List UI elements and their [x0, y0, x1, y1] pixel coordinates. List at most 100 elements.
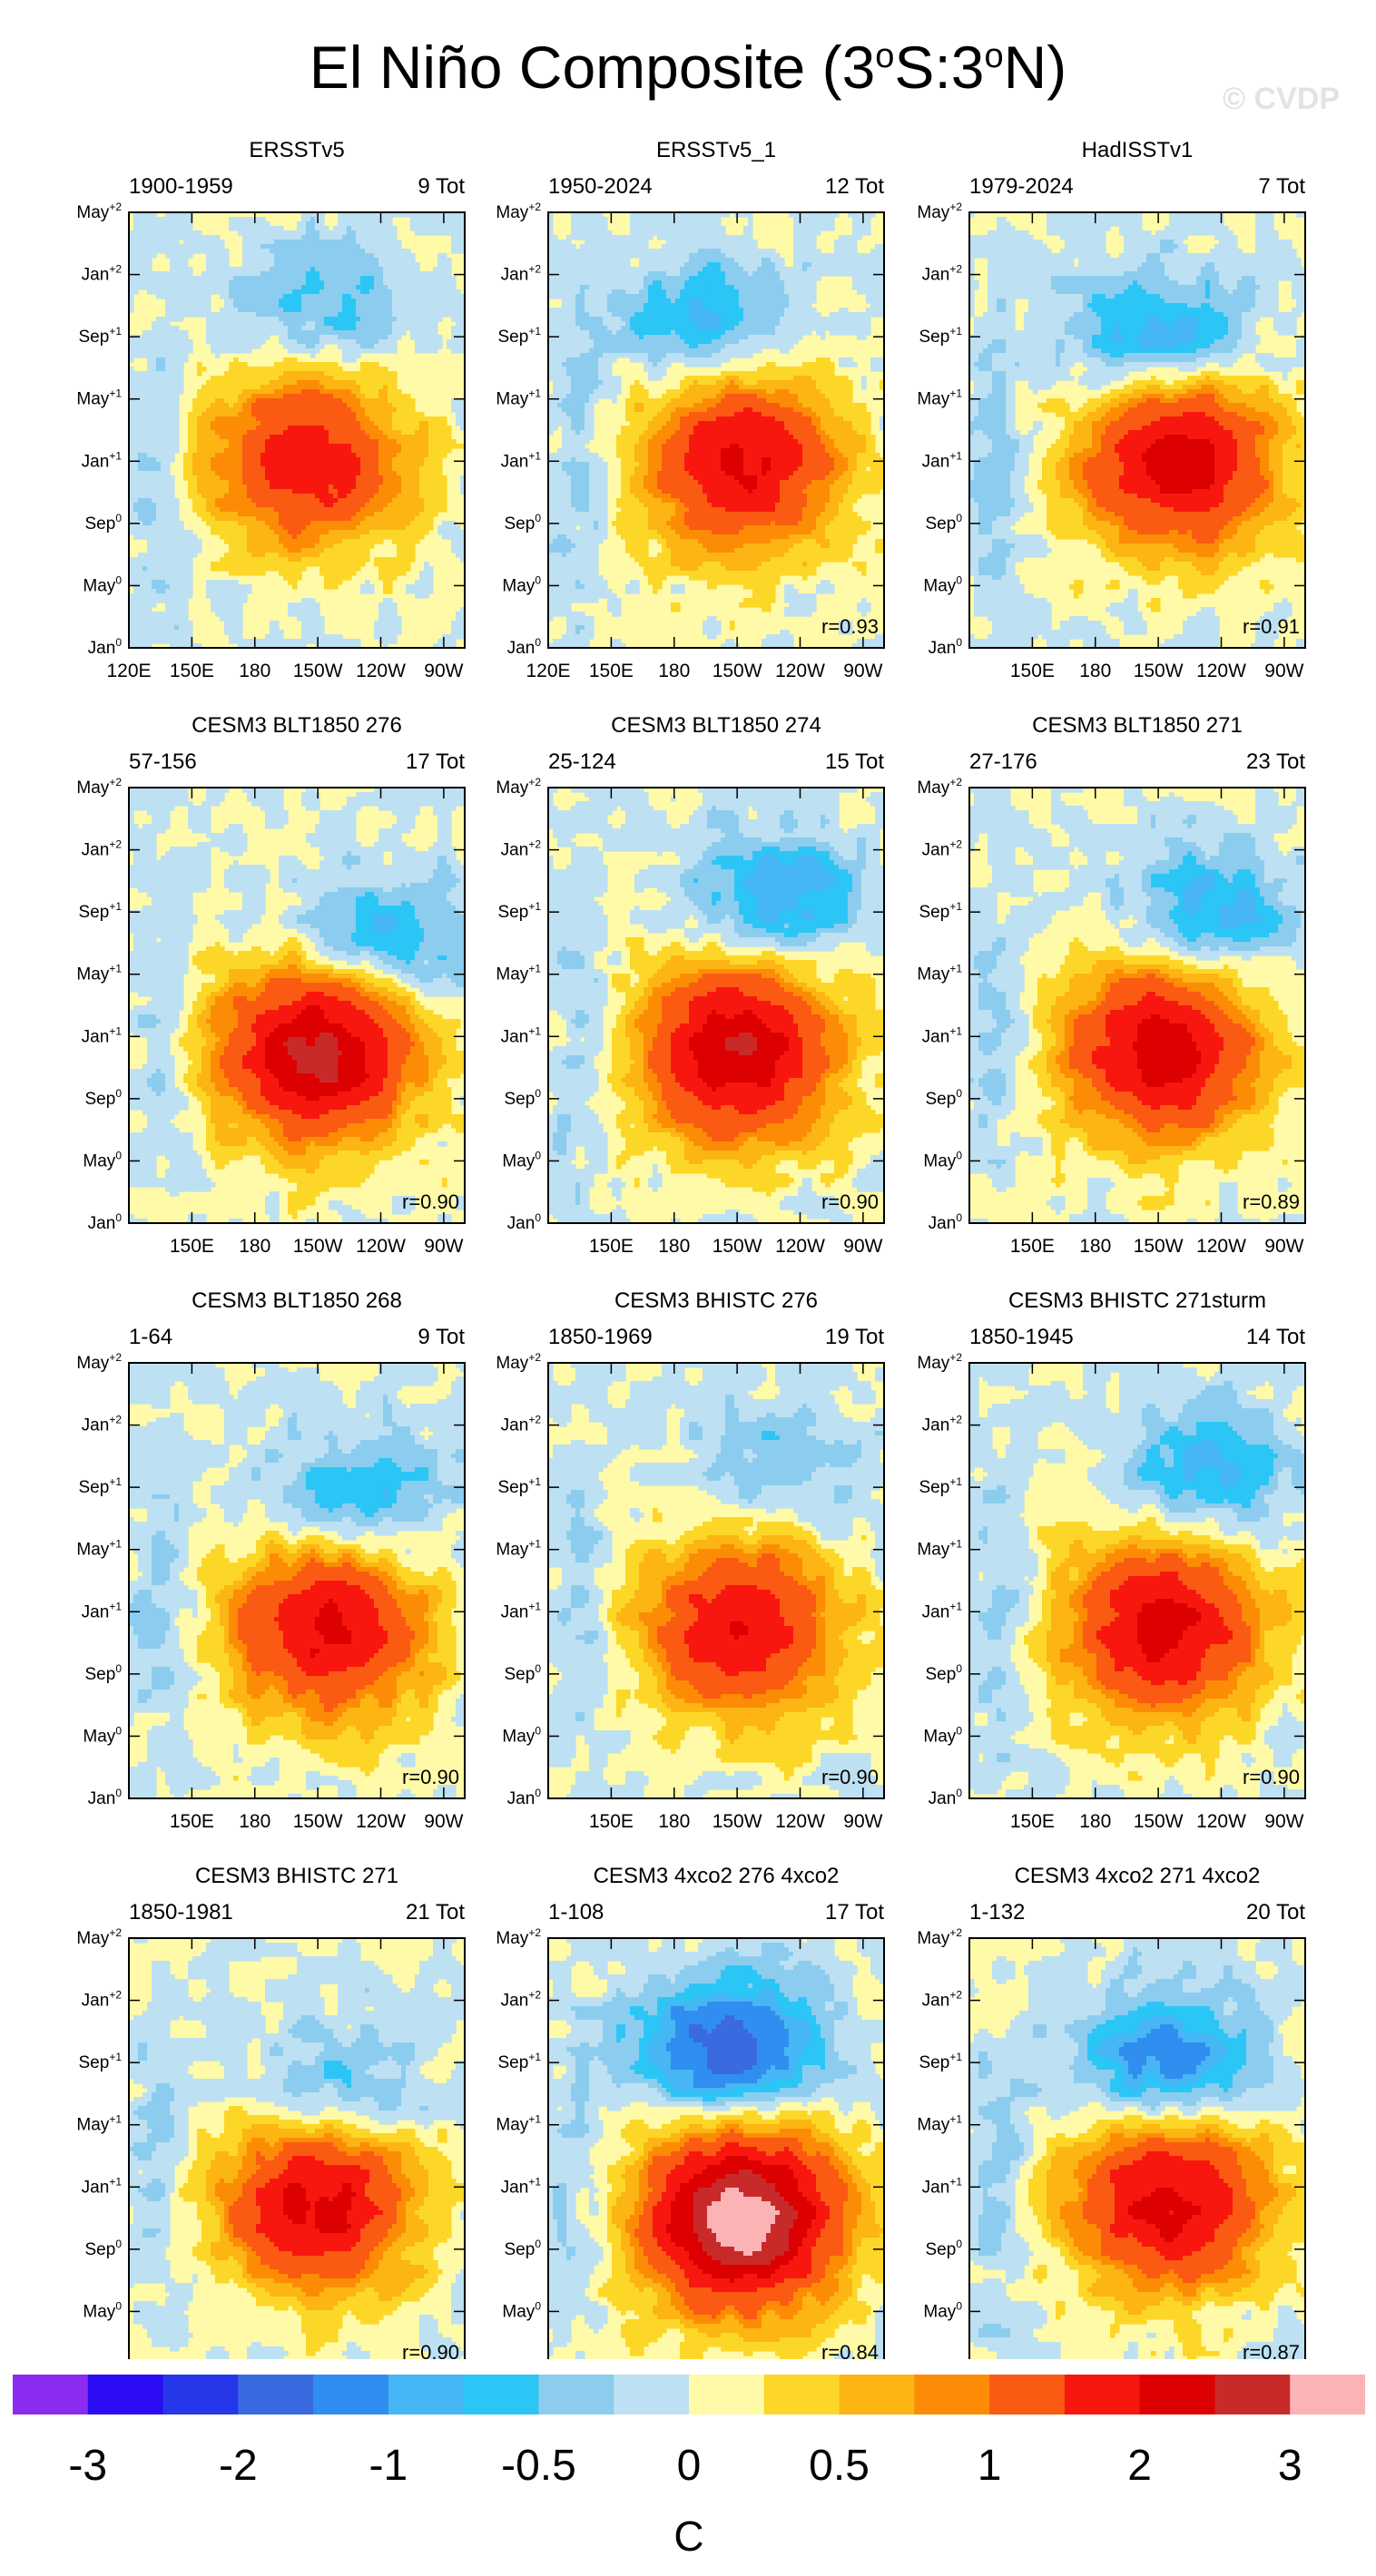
heatmap-cell: [143, 612, 148, 617]
heatmap-cell: [143, 480, 148, 485]
heatmap-cell: [138, 485, 143, 490]
heatmap-cell: [143, 226, 148, 231]
heatmap-cell: [143, 285, 148, 290]
heatmap-cell: [133, 217, 139, 222]
heatmap-cell: [138, 253, 143, 259]
heatmap-cell: [138, 593, 143, 599]
heatmap-cell: [138, 444, 143, 449]
heatmap-cell: [133, 280, 139, 286]
heatmap-cell: [143, 217, 148, 222]
heatmap-cell: [143, 330, 148, 336]
heatmap-cell: [138, 416, 143, 422]
heatmap-cell: [138, 421, 143, 426]
heatmap-cell: [138, 466, 143, 472]
heatmap-cell: [143, 512, 148, 517]
heatmap-cell: [143, 553, 148, 558]
heatmap-cell: [143, 416, 148, 422]
heatmap-cell: [133, 598, 139, 603]
heatmap-cell: [133, 571, 139, 576]
heatmap-cell: [143, 421, 148, 426]
heatmap-cell: [133, 562, 139, 567]
heatmap-cell: [143, 471, 148, 476]
heatmap-cells: [129, 212, 466, 649]
heatmap-cell: [143, 235, 148, 240]
heatmap-cell: [143, 344, 148, 349]
heatmap-cell: [138, 453, 143, 458]
heatmap-cell: [133, 253, 139, 259]
heatmap-cell: [143, 530, 148, 535]
heatmap-cell: [133, 503, 139, 508]
heatmap-cell: [133, 589, 139, 594]
heatmap-cell: [133, 466, 139, 472]
heatmap-cell: [147, 335, 152, 340]
heatmap-cell: [133, 462, 139, 467]
heatmap-cell: [143, 507, 148, 513]
heatmap-cell: [138, 475, 143, 481]
heatmap-cell: [133, 485, 139, 490]
heatmap-cell: [133, 616, 139, 622]
heatmap-cell: [143, 253, 148, 259]
heatmap-cell: [138, 602, 143, 608]
heatmap-cell: [133, 339, 139, 345]
heatmap-cell: [138, 630, 143, 635]
heatmap-cell: [133, 602, 139, 608]
heatmap-cell: [133, 416, 139, 422]
heatmap-cell: [133, 380, 139, 386]
heatmap-cell: [133, 267, 139, 272]
heatmap-cell: [133, 244, 139, 250]
heatmap-cell: [138, 426, 143, 431]
heatmap-cell: [133, 348, 139, 354]
heatmap-cell: [143, 371, 148, 377]
heatmap-cell: [133, 221, 139, 227]
heatmap-cell: [138, 353, 143, 358]
heatmap-cell: [133, 621, 139, 626]
heatmap-cell: [138, 553, 143, 558]
heatmap-cell: [143, 376, 148, 381]
heatmap-cell: [143, 426, 148, 431]
heatmap-cell: [143, 439, 148, 445]
heatmap-cell: [147, 403, 152, 408]
heatmap-cell: [143, 616, 148, 622]
heatmap-cell: [133, 426, 139, 431]
heatmap-cell: [147, 230, 152, 236]
heatmap-cell: [143, 385, 148, 390]
heatmap-cell: [133, 639, 139, 644]
heatmap-cell: [133, 475, 139, 481]
heatmap-cell: [138, 407, 143, 413]
heatmap-cell: [143, 575, 148, 581]
heatmap-cell: [133, 385, 139, 390]
heatmap-cell: [133, 353, 139, 358]
heatmap-cell: [138, 403, 143, 408]
heatmap-cell: [143, 466, 148, 472]
heatmap-cell: [133, 494, 139, 499]
heatmap-cell: [138, 371, 143, 377]
heatmap-cell: [143, 262, 148, 268]
heatmap-cell: [143, 448, 148, 454]
heatmap-cell: [138, 534, 143, 540]
heatmap-cell: [138, 217, 143, 222]
heatmap-cell: [138, 348, 143, 354]
heatmap-cell: [138, 435, 143, 440]
heatmap-cell: [133, 344, 139, 349]
heatmap-cell: [138, 607, 143, 612]
heatmap-cell: [133, 534, 139, 540]
heatmap-cell: [138, 462, 143, 467]
heatmap-cell: [143, 280, 148, 286]
heatmap-cell: [138, 471, 143, 476]
heatmap-cell: [147, 221, 152, 227]
heatmap-cell: [133, 412, 139, 417]
heatmap-cell: [138, 512, 143, 517]
heatmap-cell: [133, 230, 139, 236]
heatmap-cell: [138, 571, 143, 576]
heatmap-cell: [138, 507, 143, 513]
heatmap-cell: [133, 489, 139, 495]
heatmap-cell: [133, 435, 139, 440]
heatmap-cell: [138, 412, 143, 417]
heatmap-cell: [138, 430, 143, 436]
heatmap-cell: [133, 389, 139, 395]
heatmap-cell: [143, 353, 148, 358]
heatmap-cell: [147, 244, 152, 250]
heatmap-cell: [143, 621, 148, 626]
heatmap-cell: [133, 403, 139, 408]
heatmap-cell: [138, 276, 143, 281]
